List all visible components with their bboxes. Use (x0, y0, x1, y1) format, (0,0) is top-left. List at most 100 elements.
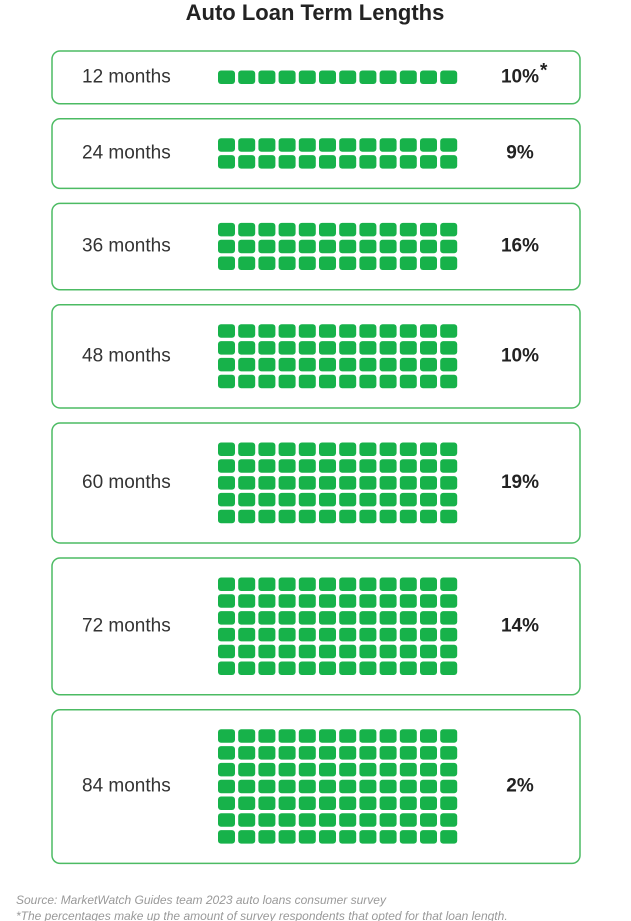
month-square (278, 627, 296, 642)
month-square (359, 256, 377, 270)
month-square (218, 256, 235, 270)
month-grid (218, 729, 458, 844)
month-square (319, 492, 336, 507)
month-square (440, 627, 458, 642)
month-square (298, 138, 316, 152)
month-square (339, 577, 357, 591)
month-square (258, 796, 276, 810)
title: Auto Loan Term Lengths (186, 0, 445, 25)
term-label: 84 months (82, 776, 171, 797)
month-grid (218, 222, 458, 270)
month-square (278, 459, 296, 473)
row-card (51, 50, 581, 105)
month-square (379, 813, 397, 827)
month-square (298, 746, 316, 760)
month-square (278, 222, 296, 237)
month-square (258, 357, 276, 372)
month-square (238, 476, 256, 490)
month-square (339, 492, 357, 507)
month-square (339, 746, 357, 760)
month-square (399, 830, 417, 844)
month-square (399, 813, 417, 827)
month-square (420, 459, 437, 473)
term-label: 60 months (82, 472, 171, 493)
row-card (51, 557, 581, 696)
month-square (298, 577, 316, 591)
month-square (399, 577, 417, 591)
month-square (218, 459, 235, 473)
month-square (379, 577, 397, 591)
month-square (359, 813, 377, 827)
row-card (51, 118, 581, 190)
month-square (399, 729, 417, 743)
month-square (319, 155, 336, 169)
month-square (359, 796, 377, 810)
month-square (339, 661, 357, 675)
month-square (238, 459, 256, 473)
month-square (440, 374, 458, 389)
month-square (218, 374, 235, 389)
month-square (399, 357, 417, 372)
month-square (359, 611, 377, 625)
month-square (298, 476, 316, 490)
month-square (339, 374, 357, 389)
month-square (238, 746, 256, 760)
month-square (379, 374, 397, 389)
month-square (218, 779, 235, 794)
month-square (278, 796, 296, 810)
month-square (359, 627, 377, 642)
month-square (399, 746, 417, 760)
term-label: 24 months (82, 143, 171, 164)
month-square (440, 222, 458, 237)
month-square (379, 729, 397, 743)
footnote: *The percentages make up the amount of s… (16, 909, 508, 921)
month-square (238, 222, 256, 237)
month-square (420, 324, 437, 338)
month-square (278, 762, 296, 777)
month-square (420, 341, 437, 355)
month-square (399, 155, 417, 169)
month-square (319, 813, 336, 827)
month-square (298, 729, 316, 743)
month-square (258, 729, 276, 743)
month-square (258, 492, 276, 507)
percent: 2% (506, 776, 534, 797)
month-square (440, 341, 458, 355)
month-square (420, 796, 437, 810)
month-square (278, 644, 296, 659)
month-grid (218, 324, 458, 389)
month-square (298, 459, 316, 473)
month-square (420, 594, 437, 608)
month-square (258, 459, 276, 473)
month-square (319, 357, 336, 372)
term-label: 48 months (82, 345, 171, 366)
percent: 10% (501, 345, 539, 366)
month-square (339, 222, 357, 237)
month-square (238, 442, 256, 456)
source: Source: MarketWatch Guides team 2023 aut… (16, 893, 387, 907)
month-square (440, 138, 458, 152)
month-square (440, 70, 458, 84)
percent: 16% (501, 236, 539, 257)
term-label: 72 months (82, 615, 171, 636)
month-square (238, 374, 256, 389)
month-square (379, 762, 397, 777)
month-square (298, 594, 316, 608)
month-square (258, 155, 276, 169)
month-square (298, 661, 316, 675)
month-square (319, 779, 336, 794)
month-square (258, 611, 276, 625)
month-square (359, 239, 377, 254)
month-square (399, 611, 417, 625)
month-square (278, 256, 296, 270)
month-square (399, 442, 417, 456)
month-square (238, 70, 256, 84)
month-square (420, 779, 437, 794)
month-square (399, 138, 417, 152)
month-square (359, 779, 377, 794)
month-square (379, 509, 397, 524)
month-square (298, 155, 316, 169)
month-square (339, 729, 357, 743)
month-square (319, 324, 336, 338)
month-square (420, 492, 437, 507)
